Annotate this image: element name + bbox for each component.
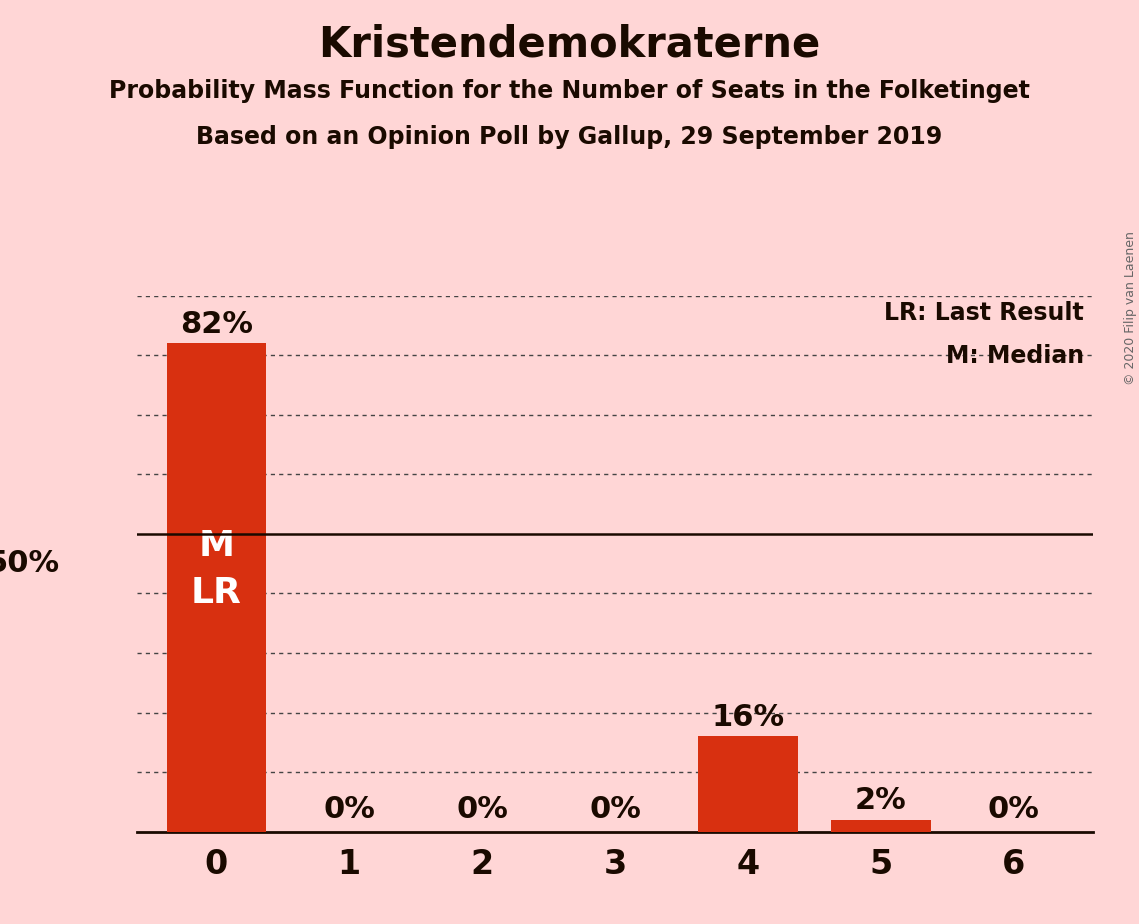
Text: 82%: 82% [180,310,253,338]
Text: LR: Last Result: LR: Last Result [884,301,1084,325]
Bar [831,820,931,832]
Text: Probability Mass Function for the Number of Seats in the Folketinget: Probability Mass Function for the Number… [109,79,1030,103]
Text: 0%: 0% [323,796,375,824]
Text: 2%: 2% [855,786,907,815]
Text: 50%: 50% [0,549,60,578]
Text: 0%: 0% [589,796,641,824]
Text: 0%: 0% [457,796,508,824]
Text: © 2020 Filip van Laenen: © 2020 Filip van Laenen [1124,231,1137,385]
Text: M
LR: M LR [191,529,241,611]
Text: 16%: 16% [712,702,785,732]
Text: Based on an Opinion Poll by Gallup, 29 September 2019: Based on an Opinion Poll by Gallup, 29 S… [196,125,943,149]
Bar [698,736,797,832]
Bar [166,344,267,832]
Text: M: Median: M: Median [945,344,1084,368]
Text: Kristendemokraterne: Kristendemokraterne [319,23,820,65]
Text: 0%: 0% [988,796,1040,824]
